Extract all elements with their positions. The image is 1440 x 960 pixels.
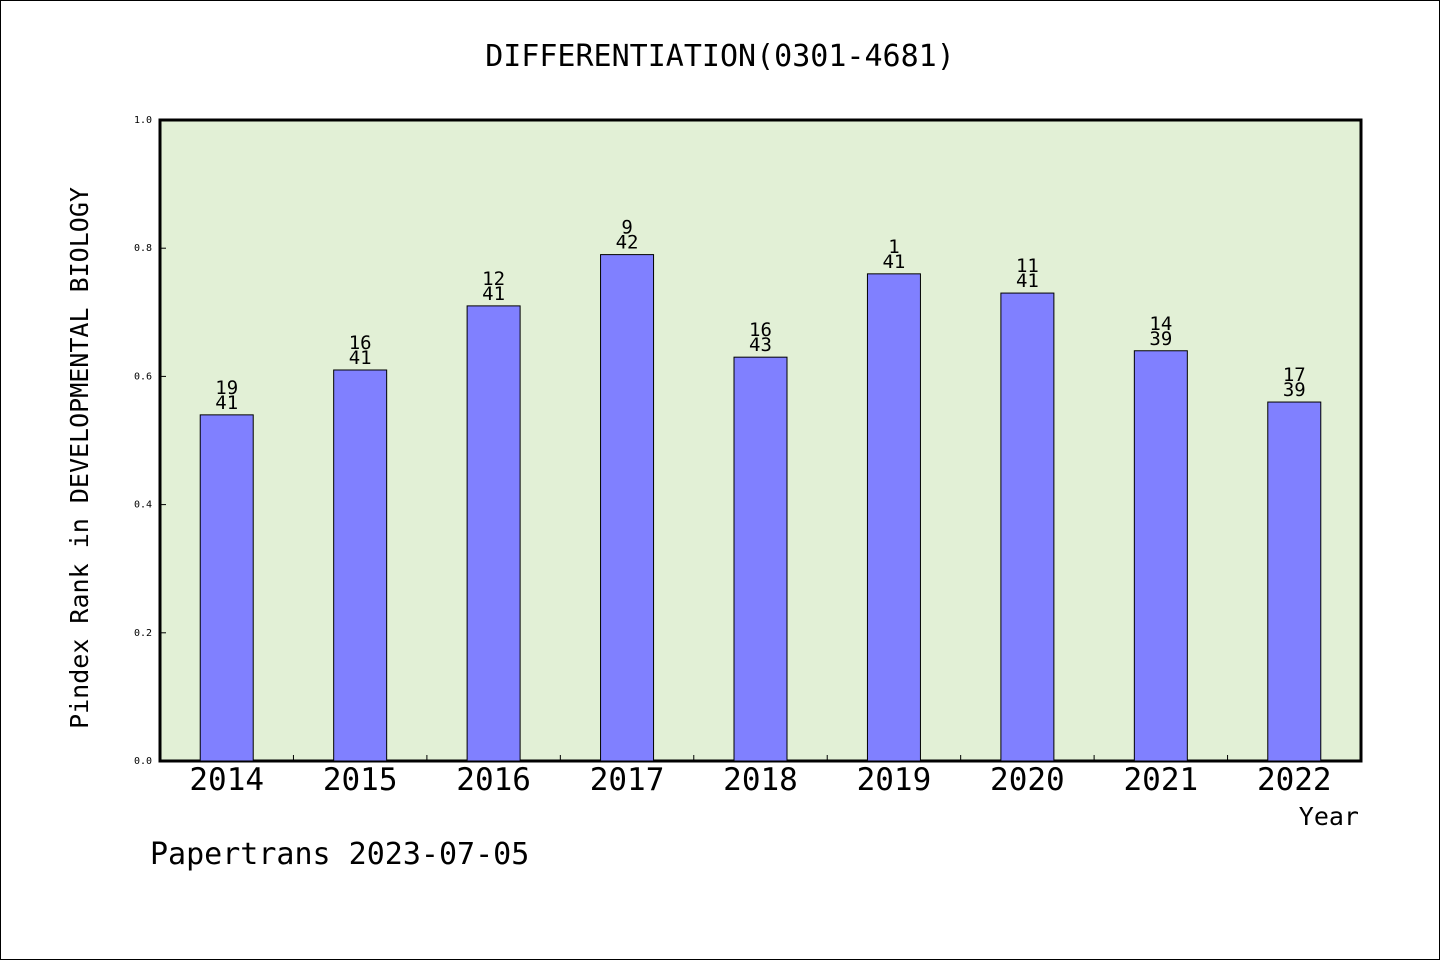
- bar-total-label: 39: [1283, 379, 1306, 401]
- bar-total-label: 41: [482, 283, 505, 305]
- x-tick-label: 2018: [723, 762, 798, 798]
- x-tick-label: 2015: [323, 762, 398, 798]
- y-tick-label: 1.0: [134, 115, 152, 126]
- bar-total-label: 41: [215, 392, 238, 414]
- bar-total-label: 42: [616, 232, 639, 254]
- bar-2015: [333, 369, 388, 762]
- x-axis-label: Year: [1299, 802, 1359, 831]
- bar-series: [199, 254, 1322, 762]
- x-tick-label: 2016: [456, 762, 531, 798]
- y-axis-label: Pindex Rank in DEVELOPMENTAL BIOLOGY: [65, 187, 94, 729]
- y-tick-label: 0.8: [134, 243, 152, 254]
- x-tick-label: 2014: [189, 762, 264, 798]
- x-tick-label: 2022: [1257, 762, 1332, 798]
- bar-total-label: 39: [1149, 328, 1172, 350]
- y-tick-label: 0.0: [134, 756, 152, 767]
- bar-2019: [866, 273, 921, 762]
- bar-rank-label: 11: [1016, 255, 1039, 277]
- bar-2021: [1133, 350, 1188, 762]
- bar-2016: [466, 305, 521, 762]
- bar-rank-label: 19: [215, 377, 238, 399]
- bar-2022: [1267, 401, 1322, 762]
- bar-total-label: 41: [1016, 270, 1039, 292]
- bar-rank-label: 16: [349, 332, 372, 354]
- y-axis: 0.0 0.2 0.4 0.6 0.8 1.0: [134, 115, 166, 767]
- x-tick-label: 2019: [857, 762, 932, 798]
- bar-2020: [1000, 292, 1055, 762]
- x-tick-label: 2020: [990, 762, 1065, 798]
- bar-rank-label: 17: [1283, 364, 1306, 386]
- bar-2017: [600, 254, 655, 762]
- bar-total-label: 41: [882, 251, 905, 273]
- bar-2014: [199, 414, 254, 762]
- bar-total-label: 43: [749, 334, 772, 356]
- x-tick-label: 2017: [590, 762, 665, 798]
- y-tick-label: 0.4: [134, 500, 152, 511]
- y-tick-label: 0.2: [134, 628, 152, 639]
- chart-title: DIFFERENTIATION(0301-4681): [485, 39, 955, 74]
- bar-rank-label: 9: [621, 217, 632, 239]
- bar-rank-label: 1: [888, 236, 899, 258]
- x-tick-label: 2021: [1124, 762, 1199, 798]
- bar-total-label: 41: [349, 347, 372, 369]
- x-axis: 2014 2015 2016 2017 2018 2019 2020 2021 2022: [189, 755, 1332, 798]
- bar-2018: [733, 356, 788, 762]
- bar-rank-label: 12: [482, 268, 505, 290]
- y-tick-label: 0.6: [134, 371, 152, 382]
- bar-rank-label: 14: [1149, 313, 1172, 335]
- footer-credit: Papertrans 2023-07-05: [150, 837, 529, 872]
- bar-rank-label: 16: [749, 319, 772, 341]
